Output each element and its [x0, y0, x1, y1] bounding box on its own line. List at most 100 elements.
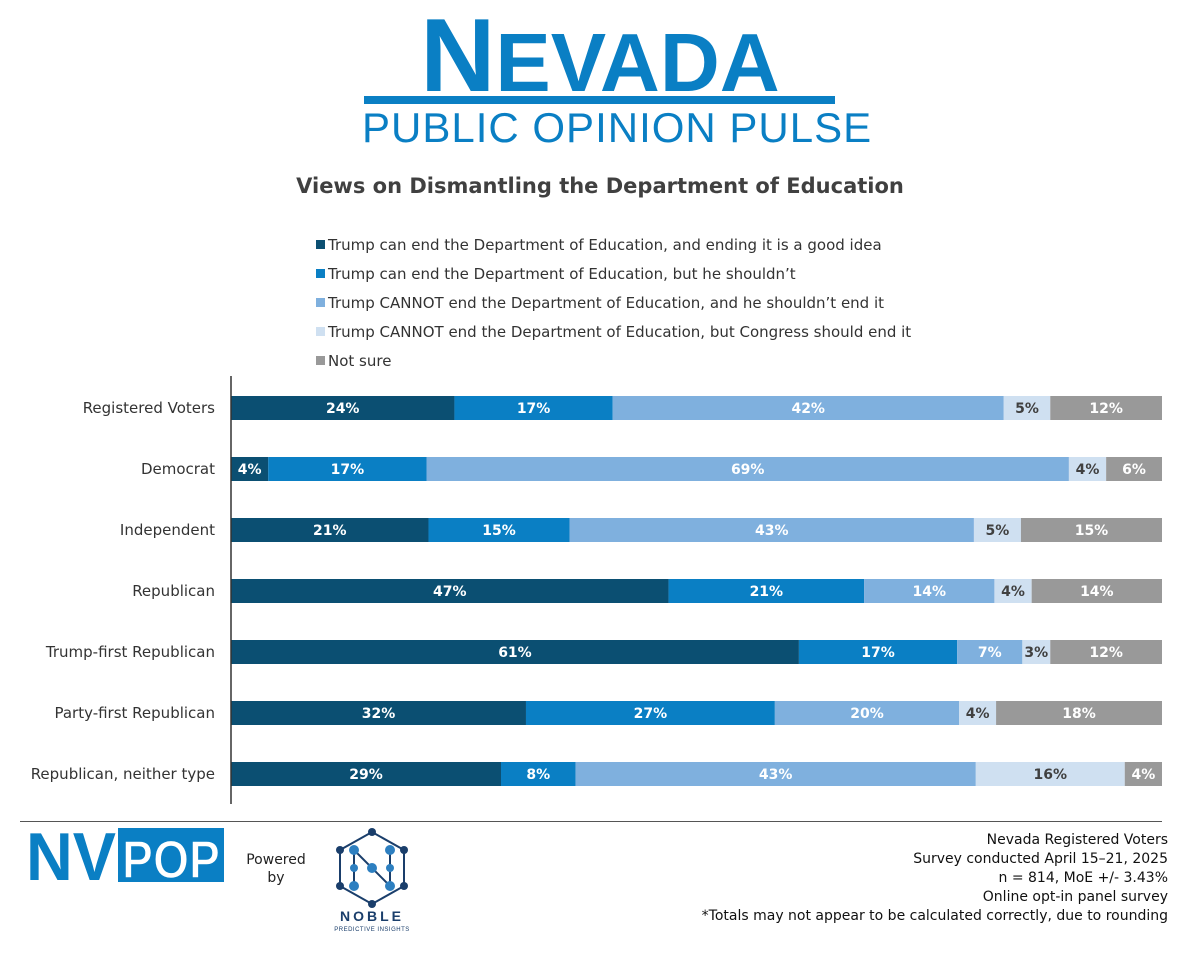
legend-item: Trump can end the Department of Educatio… [316, 259, 911, 288]
logo-initial: N [420, 0, 496, 114]
data-label: 21% [750, 584, 784, 600]
survey-note-line: n = 814, MoE +/- 3.43% [998, 870, 1169, 886]
data-label: 42% [791, 401, 825, 417]
data-label: 3% [1024, 645, 1048, 661]
data-label: 61% [498, 645, 532, 661]
data-label: 14% [912, 584, 946, 600]
data-label: 27% [634, 706, 668, 722]
survey-notes: Nevada Registered Voters Survey conducted… [702, 831, 1168, 926]
bar-segment [231, 640, 799, 664]
data-label: 5% [986, 523, 1010, 539]
legend-label: Trump can end the Department of Educatio… [328, 235, 882, 254]
bar-segment [1020, 518, 1162, 542]
noble-tagline: PREDICTIVE INSIGHTS [334, 927, 410, 933]
legend-swatch [316, 298, 325, 307]
legend-item: Trump can end the Department of Educatio… [316, 230, 911, 259]
data-label: 4% [238, 462, 262, 478]
category-label: Republican [132, 582, 215, 600]
survey-note-line: *Totals may not appear to be calculated … [701, 908, 1168, 924]
data-label: 8% [526, 767, 550, 783]
bar-segment [525, 701, 775, 725]
data-label: 21% [313, 523, 347, 539]
bar-segment [612, 396, 1004, 420]
legend-swatch [316, 240, 325, 249]
bar-segment [268, 457, 427, 481]
bar-segment [426, 457, 1069, 481]
category-label: Democrat [141, 460, 215, 478]
data-label: 20% [850, 706, 884, 722]
bar-segment [231, 396, 455, 420]
legend-swatch [316, 269, 325, 278]
logo-rest: EVADA [495, 16, 780, 109]
bar-segment [996, 701, 1162, 725]
bar-segment [1106, 457, 1162, 481]
nevada-logo-title: NEVADA [365, 4, 835, 108]
stacked-bar-chart: Registered Voters 24% 17% 42% 5% 12% Democrat 4… [31, 376, 1162, 804]
data-label: 4% [1076, 462, 1100, 478]
bar-segment [231, 762, 501, 786]
noble-network-icon [336, 828, 408, 908]
data-label: 17% [517, 401, 551, 417]
bar-segment [231, 579, 669, 603]
powered-by-label: Powered by [246, 852, 306, 886]
legend-label: Trump CANNOT end the Department of Educa… [328, 293, 885, 312]
nvpop-nv-text: NV [26, 826, 116, 886]
legend-label: Trump can end the Department of Educatio… [328, 264, 796, 283]
data-label: 17% [861, 645, 895, 661]
data-label: 7% [978, 645, 1002, 661]
data-label: 15% [482, 523, 516, 539]
bar-segment [774, 701, 960, 725]
data-label: 29% [349, 767, 383, 783]
data-label: 4% [966, 706, 990, 722]
bar-segment [957, 640, 1023, 664]
nvpop-pop-box [118, 828, 224, 882]
bar-segment [1022, 640, 1051, 664]
bar-segment [1031, 579, 1162, 603]
data-label: 18% [1062, 706, 1096, 722]
data-label: 17% [331, 462, 365, 478]
chart-legend: Trump can end the Department of Educatio… [316, 230, 911, 375]
logo-rule [364, 96, 835, 104]
category-label: Independent [120, 521, 215, 539]
survey-note-line: Nevada Registered Voters [986, 832, 1168, 848]
legend-label: Not sure [328, 351, 392, 370]
bar-segment [975, 762, 1125, 786]
data-label: 14% [1080, 584, 1114, 600]
nvpop-logo: NV POP [26, 826, 224, 886]
legend-item: Not sure [316, 346, 911, 375]
data-label: 43% [759, 767, 793, 783]
nvpop-pop-text: POP [122, 830, 220, 886]
legend-item: Trump CANNOT end the Department of Educa… [316, 288, 911, 317]
legend-item: Trump CANNOT end the Department of Educa… [316, 317, 911, 346]
data-label: 16% [1034, 767, 1068, 783]
bar-segment [1050, 396, 1162, 420]
noble-name: NOBLE [340, 908, 404, 924]
bar-segment [959, 701, 997, 725]
bar-segment [798, 640, 958, 664]
data-label: 32% [362, 706, 396, 722]
data-label: 12% [1089, 401, 1123, 417]
survey-note-line: Online opt-in panel survey [982, 889, 1168, 905]
data-label: 15% [1075, 523, 1109, 539]
survey-note-line: Survey conducted April 15–21, 2025 [913, 851, 1168, 867]
bar-segment [1124, 762, 1162, 786]
data-label: 4% [1001, 584, 1025, 600]
bar-segment [500, 762, 576, 786]
bar-segment [973, 518, 1021, 542]
chart-title: Views on Dismantling the Department of E… [296, 174, 904, 198]
legend-label: Trump CANNOT end the Department of Educa… [328, 322, 912, 341]
bar-segment [864, 579, 995, 603]
data-label: 4% [1131, 767, 1155, 783]
data-label: 47% [433, 584, 467, 600]
bar-segment [231, 457, 269, 481]
data-label: 24% [326, 401, 360, 417]
legend-swatch [316, 356, 325, 365]
footer-rule [20, 821, 1162, 822]
data-label: 69% [731, 462, 765, 478]
bar-segment [428, 518, 570, 542]
category-label: Party-first Republican [54, 704, 215, 722]
bar-segment [569, 518, 974, 542]
bar-segment [575, 762, 976, 786]
bar-segment [454, 396, 613, 420]
data-label: 12% [1089, 645, 1123, 661]
